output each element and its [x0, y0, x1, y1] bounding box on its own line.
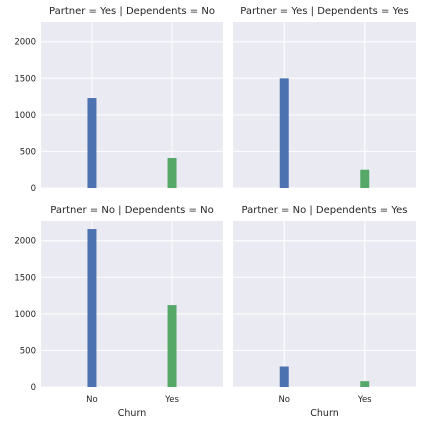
y-tick-label: 0 [31, 184, 36, 194]
y-tick-label: 1000 [14, 111, 36, 121]
y-tick-label: 2000 [14, 237, 36, 247]
x-axis-label: Churn [118, 408, 146, 419]
bar-no [279, 366, 289, 387]
panel-background [233, 221, 416, 387]
panel-1: Partner = Yes | Dependents = No 0 500 1000 1… [14, 6, 223, 194]
panel-3: Partner = No | Dependents = No 0 500 1000 15… [14, 205, 223, 419]
x-tick-label: No [278, 395, 290, 405]
x-tick-label: No [86, 395, 98, 405]
bar-yes [360, 169, 370, 188]
y-tick-label: 1000 [14, 310, 36, 320]
bar-yes [167, 305, 177, 387]
panel-title: Partner = No | Dependents = No [50, 205, 213, 216]
panel-background [41, 22, 223, 188]
panel-title: Partner = Yes | Dependents = No [49, 6, 215, 17]
bar-yes [360, 381, 370, 387]
panel-background [233, 22, 416, 188]
panel-4: Partner = No | Dependents = Yes No Yes Chur… [233, 205, 416, 419]
y-tick-label: 2000 [14, 38, 36, 48]
bar-no [87, 98, 97, 188]
y-tick-label: 500 [20, 147, 36, 157]
y-tick-label: 0 [31, 383, 36, 393]
y-tick-label: 1500 [14, 74, 36, 84]
y-tick-label: 1500 [14, 273, 36, 283]
bar-no [279, 78, 289, 188]
panel-title: Partner = Yes | Dependents = Yes [240, 6, 409, 17]
x-tick-label: Yes [357, 395, 372, 405]
y-tick-label: 500 [20, 346, 36, 356]
x-tick-label: Yes [164, 395, 179, 405]
panel-2: Partner = Yes | Dependents = Yes [233, 6, 416, 189]
bar-no [87, 229, 97, 387]
x-axis-label: Churn [310, 408, 338, 419]
chart-panels: Partner = Yes | Dependents = No 0 500 1000 1… [14, 6, 416, 419]
bar-yes [167, 158, 177, 188]
panel-title: Partner = No | Dependents = Yes [242, 205, 408, 216]
panel-background [41, 221, 223, 387]
